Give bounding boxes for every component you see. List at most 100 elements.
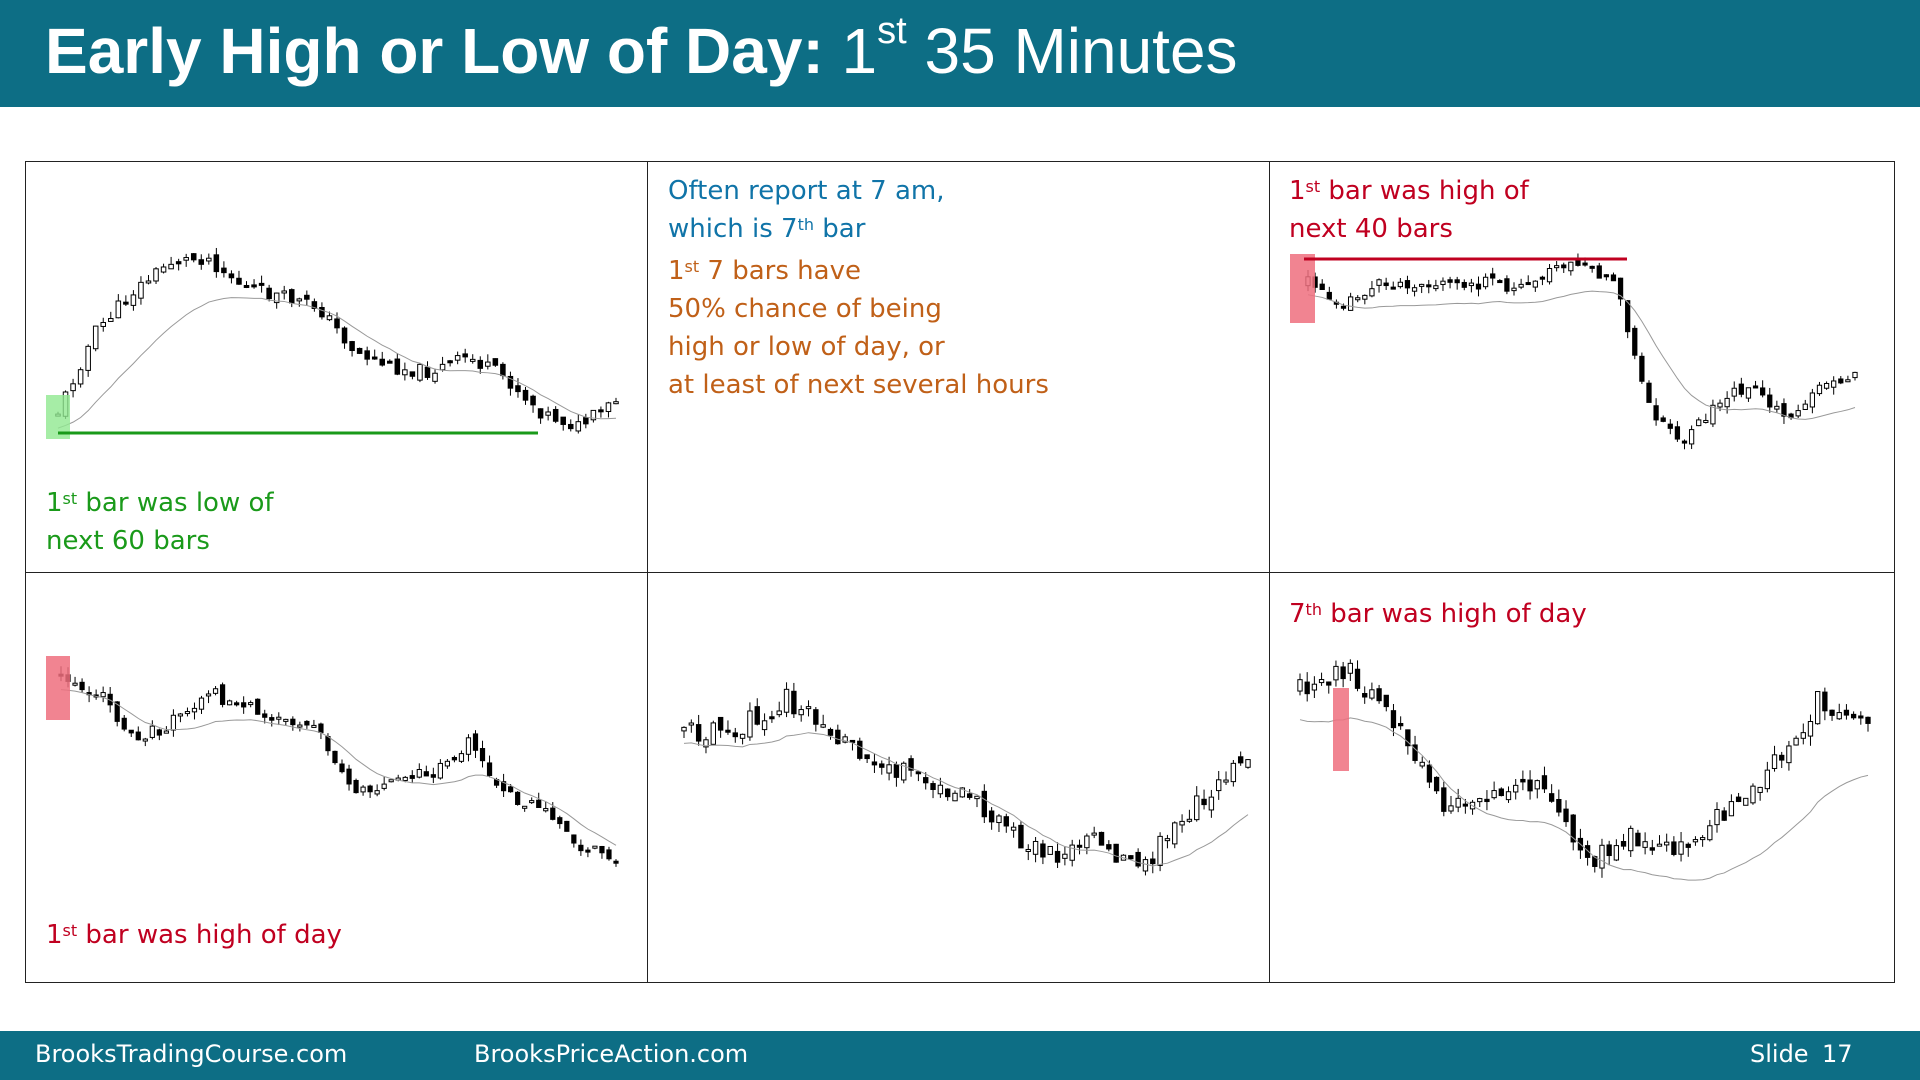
odds-line2: 50% chance of being	[668, 294, 942, 324]
candle-body	[1688, 429, 1695, 445]
chart-bottom-right	[1297, 659, 1871, 881]
candle-body	[1546, 268, 1553, 283]
candle-body	[243, 284, 250, 288]
candle-body	[77, 369, 84, 385]
candle-body	[508, 786, 514, 793]
title-number: 1	[841, 15, 878, 87]
candle-body	[732, 732, 738, 738]
candle-body	[149, 725, 155, 738]
panel-top-middle: Often report at 7 am, which is 7th bar 1…	[647, 161, 1270, 573]
candle-body	[72, 682, 78, 686]
candle-body	[190, 253, 197, 261]
candle-body	[454, 355, 461, 361]
slide-title: Early High or Low of Day: 1st 35 Minutes	[45, 10, 1238, 88]
candle-body	[1731, 387, 1737, 397]
candle-body	[1779, 754, 1785, 761]
candle-body	[388, 779, 394, 783]
candle-body	[198, 259, 205, 265]
header-bar: Early High or Low of Day: 1st 35 Minutes	[0, 0, 1920, 107]
caption-low-60: 1st bar was low of next 60 bars	[46, 484, 274, 560]
candle-body	[1369, 288, 1375, 297]
candle-body	[1660, 417, 1666, 422]
candle-body	[1774, 405, 1780, 410]
candle-body	[479, 748, 486, 762]
candle-body	[560, 416, 566, 425]
candle-body	[1369, 689, 1375, 699]
candle-body	[500, 781, 507, 792]
candle-body	[1319, 283, 1325, 290]
candle-body	[681, 726, 687, 732]
candle-body	[1592, 856, 1598, 867]
candle-body	[769, 716, 775, 720]
candle-body	[1106, 844, 1112, 850]
candle-body	[1084, 835, 1090, 849]
candle-body	[1628, 827, 1634, 852]
first-bar-highlight	[1290, 254, 1315, 323]
candle-body	[206, 257, 212, 262]
title-bold: Early High or Low of Day:	[45, 15, 824, 87]
candle-body	[1223, 779, 1229, 783]
candle-body	[1230, 762, 1237, 783]
candle-body	[437, 762, 443, 779]
candle-body	[1441, 787, 1447, 812]
candle-body	[227, 700, 233, 706]
candle-body	[564, 820, 570, 832]
candle-body	[605, 402, 612, 413]
candle-body	[1032, 840, 1039, 855]
candle-body	[160, 266, 167, 273]
candle-body	[710, 722, 716, 745]
candle-body	[349, 341, 355, 352]
candle-body	[458, 753, 465, 762]
candle-body	[1678, 841, 1684, 855]
candle-body	[1054, 850, 1061, 863]
candle-body	[1468, 282, 1475, 287]
candle-body	[1721, 810, 1727, 821]
candle-body	[251, 284, 257, 288]
candle-body	[959, 787, 966, 798]
candle-body	[1047, 845, 1053, 855]
candle-body	[1362, 294, 1368, 300]
candle-body	[353, 779, 359, 794]
candle-body	[115, 300, 122, 319]
candle-body	[791, 690, 797, 715]
candle-body	[1823, 382, 1830, 389]
candle-body	[1433, 285, 1439, 290]
candle-body	[835, 729, 841, 745]
odds-line1: 7 bars have	[707, 256, 861, 286]
caption-num: 1	[46, 920, 63, 950]
candle-body	[552, 408, 559, 422]
candle-body	[1714, 808, 1720, 826]
candle-body	[585, 849, 591, 853]
candle-body	[1836, 712, 1842, 720]
footer-price-action: BrooksPriceAction.com	[474, 1040, 749, 1068]
candle-body	[1511, 287, 1517, 292]
candle-body	[1681, 440, 1688, 444]
candle-body	[1696, 419, 1702, 427]
candle-body	[1098, 831, 1105, 846]
candle-body	[1201, 798, 1207, 806]
candle-body	[1815, 691, 1821, 725]
candle-body	[1563, 808, 1569, 823]
candle-body	[346, 768, 352, 785]
note-line1: Often report at 7 am,	[668, 176, 945, 206]
candle-body	[613, 401, 619, 405]
candle-body	[1186, 818, 1193, 822]
candle-body	[296, 298, 303, 302]
candle-body	[1589, 265, 1595, 269]
candle-body	[1497, 280, 1503, 284]
candle-body	[1831, 380, 1837, 388]
candle-body	[477, 359, 484, 369]
candle-body	[319, 306, 325, 318]
candle-body	[1809, 392, 1816, 408]
candle-body	[567, 423, 574, 430]
candle-body	[1710, 404, 1716, 425]
caption-sup: st	[62, 489, 78, 508]
candle-body	[703, 739, 709, 748]
candle-body	[1297, 679, 1303, 692]
candle-body	[827, 728, 834, 736]
candle-body	[1865, 716, 1871, 724]
chart-bottom-middle	[681, 682, 1251, 876]
caption-high-of-day: 1st bar was high of day	[46, 916, 342, 954]
odds-line3: high or low of day, or	[668, 332, 945, 362]
candle-body	[1376, 688, 1382, 702]
